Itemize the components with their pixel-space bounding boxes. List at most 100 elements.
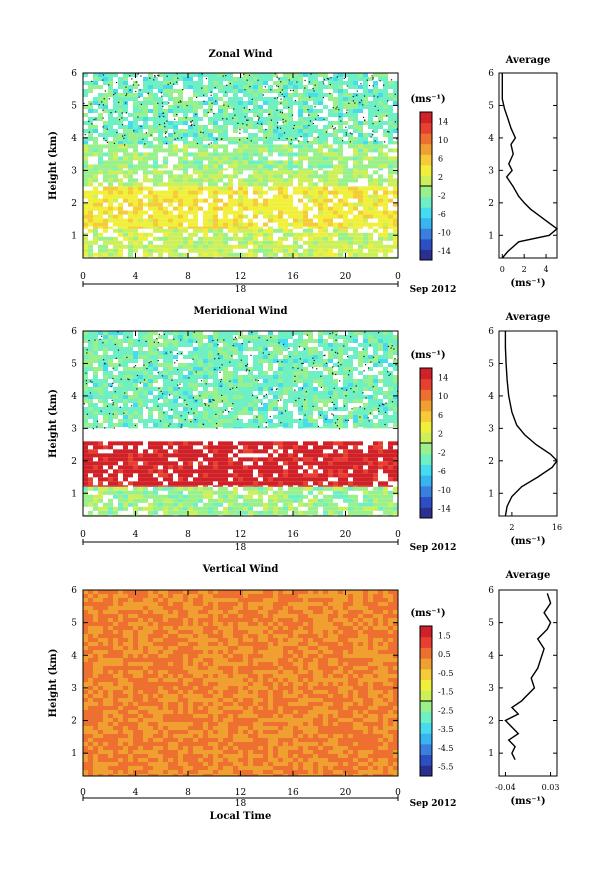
heatmap-cell [388,461,393,466]
heatmap-cell [148,355,153,359]
wind-speckle [106,128,108,130]
heatmap-cell [188,473,193,478]
heatmap-cell [128,144,133,149]
heatmap-cell [188,198,193,203]
heatmap-cell [138,232,143,237]
heatmap-cell [153,77,158,81]
heatmap-cell [383,367,388,371]
heatmap-cell [278,445,283,450]
heatmap-cell [108,113,113,117]
heatmap-cell [383,121,388,125]
heatmap-cell [303,170,308,175]
heatmap-cell [363,256,368,258]
heatmap-cell [353,457,358,462]
heatmap-cell [218,105,223,109]
heatmap-cell [353,419,358,423]
heatmap-cell [283,379,288,383]
heatmap-cell [133,359,138,363]
heatmap-cell [353,427,358,429]
heatmap-cell [133,339,138,343]
heatmap-cell [238,469,243,474]
heatmap-cell [158,423,163,427]
heatmap-cell [208,481,213,486]
heatmap-cell [318,331,323,335]
heatmap-cell [103,206,108,211]
heatmap-cell [238,190,243,195]
heatmap-cell [103,170,108,175]
heatmap-cell [168,419,173,423]
heatmap-cell [208,240,213,245]
heatmap-cell [303,137,308,141]
heatmap-cell [133,427,138,429]
heatmap-cell [273,206,278,211]
colorbar-swatch [420,122,432,134]
heatmap-cell [258,85,263,89]
heatmap-cell [238,236,243,241]
heatmap-cell [383,105,388,109]
heatmap-cell [233,461,238,466]
heatmap-cell [353,144,358,149]
heatmap-cell [368,148,373,153]
heatmap-cell [258,399,263,403]
heatmap-cell [193,214,198,219]
heatmap-cell [93,214,98,219]
heatmap-cell [168,109,173,113]
heatmap-cell [368,477,373,482]
wind-speckle [179,100,181,102]
heatmap-cell [173,222,178,227]
heatmap-cell [158,228,163,233]
heatmap-cell [198,133,203,137]
heatmap-cell [263,347,268,351]
heatmap-cell [368,469,373,474]
wind-speckle [276,126,279,128]
heatmap-cell [308,156,313,161]
heatmap-cell [278,178,283,183]
heatmap-cell [133,449,138,454]
heatmap-cell [288,423,293,427]
heatmap-cell [318,218,323,223]
wind-speckle [388,131,390,133]
wind-speckle [348,102,350,104]
heatmap-cell [203,391,208,395]
heatmap-cell [268,375,273,379]
heatmap-cell [163,411,168,415]
heatmap-cell [138,457,143,462]
heatmap-cell [248,465,253,470]
heatmap-cell [228,113,233,117]
heatmap-cell [328,240,333,245]
heatmap-cell [118,113,123,117]
heatmap-cell [393,453,398,458]
heatmap-cell [273,117,278,121]
heatmap-cell [143,133,148,137]
heatmap-cell [268,101,273,105]
heatmap-cell [173,367,178,371]
heatmap-cell [293,371,298,375]
heatmap-cell [88,101,93,105]
heatmap-cell [223,125,228,129]
heatmap-cell [233,427,238,429]
heatmap-cell [343,129,348,133]
heatmap-cell [268,170,273,175]
heatmap-cell [138,156,143,161]
heatmap-cell [93,407,98,411]
wind-speckle [290,89,292,92]
heatmap-cell [283,85,288,89]
heatmap-cell [288,232,293,237]
heatmap-cell [298,399,303,403]
colorbar-swatch [420,207,432,219]
heatmap-cell [368,77,373,81]
heatmap-cell [303,423,308,427]
heatmap-cell [283,457,288,462]
heatmap-cell [278,137,283,141]
heatmap-cell [313,395,318,399]
heatmap-cell [113,490,118,495]
heatmap-cell [118,449,123,454]
heatmap-cell [383,383,388,387]
heatmap-cell [313,359,318,363]
heatmap-cell [268,174,273,179]
heatmap-cell [188,481,193,486]
wind-speckle [223,104,225,106]
heatmap-cell [128,423,133,427]
heatmap-cell [203,109,208,113]
heatmap-cell [228,248,233,253]
